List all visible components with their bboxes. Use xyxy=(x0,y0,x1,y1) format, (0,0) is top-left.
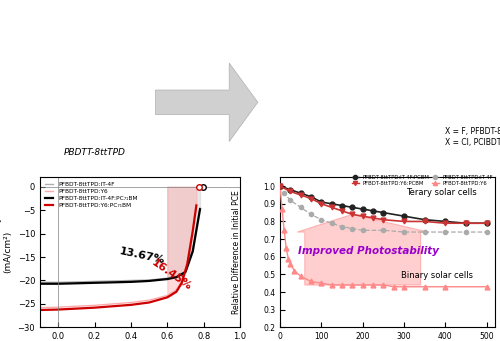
Text: 13.67%: 13.67% xyxy=(118,247,166,266)
Text: 16.45%: 16.45% xyxy=(149,257,193,292)
Text: Improved Photostability: Improved Photostability xyxy=(298,247,440,256)
Legend: PFBDT-8ttTPD:IT-4F:PCBM, PFBDT-8ttTPD:Y6:PCBM, PFBDT-8ttTPD:IT-4F, PFBDT-8ttTPD:: PFBDT-8ttTPD:IT-4F:PCBM, PFBDT-8ttTPD:Y6… xyxy=(351,174,494,188)
Y-axis label: Relative Difference in Initial PCE: Relative Difference in Initial PCE xyxy=(232,191,241,314)
Text: X = F, PFBDT-8ttTPD
X = Cl, PCIBDT-8ttTPD: X = F, PFBDT-8ttTPD X = Cl, PCIBDT-8ttTP… xyxy=(445,127,500,147)
Text: Terary solar cells: Terary solar cells xyxy=(406,188,476,197)
Text: Binary solar cells: Binary solar cells xyxy=(401,271,473,280)
Y-axis label: Current Density
(mA/cm²): Current Density (mA/cm²) xyxy=(0,217,12,288)
Polygon shape xyxy=(298,214,428,285)
Legend: PFBDT-8ttTPD:IT-4F, PFBDT-8ttTPD:Y6, PFBDT-8ttTPD:IT-4F:PC₇₁BM, PFBDT-8ttTPD:Y6:: PFBDT-8ttTPD:IT-4F, PFBDT-8ttTPD:Y6, PFB… xyxy=(43,180,140,209)
Polygon shape xyxy=(156,63,258,142)
Text: PBDTT-8ttTPD: PBDTT-8ttTPD xyxy=(64,148,126,157)
